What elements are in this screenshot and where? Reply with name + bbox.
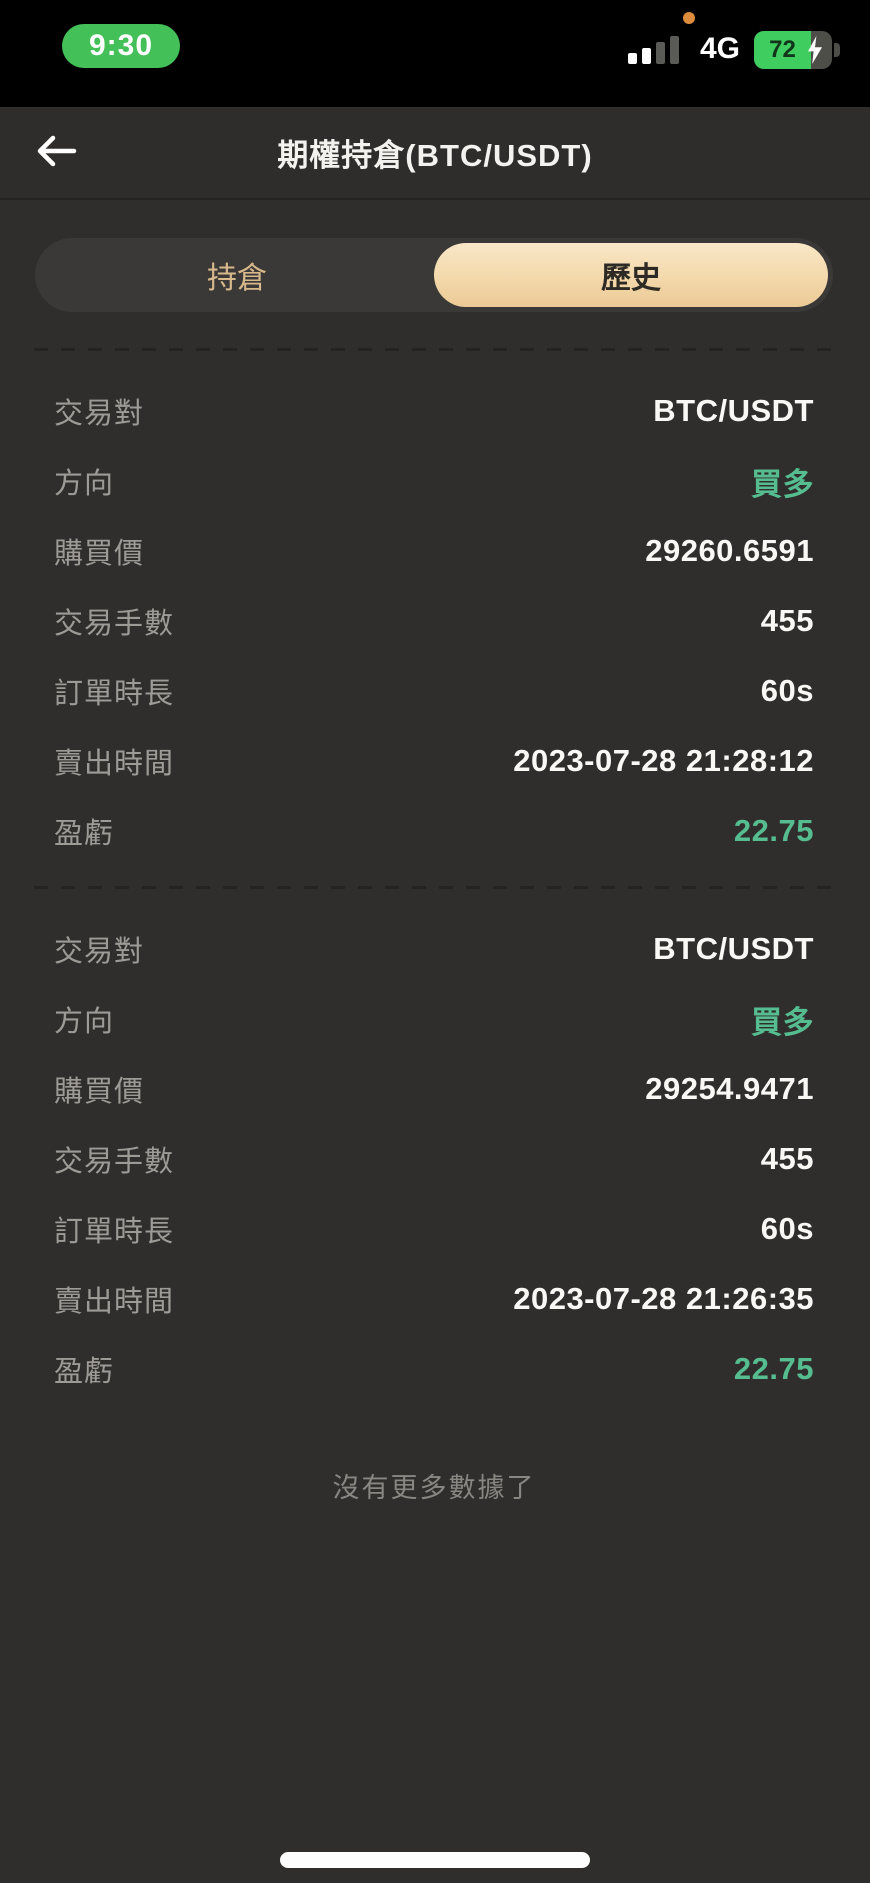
row-label: 交易手數 xyxy=(54,608,175,640)
tab-positions-label: 持倉 xyxy=(207,262,267,295)
record-row-lots: 交易手數 455 xyxy=(54,1124,814,1194)
row-label: 購買價 xyxy=(54,1076,145,1108)
mic-indicator-dot-icon xyxy=(683,12,695,24)
record-row-pair: 交易對 BTC/USDT xyxy=(54,914,814,984)
back-arrow-icon xyxy=(36,134,78,171)
row-label: 賣出時間 xyxy=(54,1286,175,1318)
back-button[interactable] xyxy=(22,107,92,198)
record-row-duration: 訂單時長 60s xyxy=(54,1194,814,1264)
header: 期權持倉(BTC/USDT) xyxy=(0,107,870,200)
tab-history-label: 歷史 xyxy=(601,262,661,295)
row-value: 買多 xyxy=(751,466,814,502)
record-row-pair: 交易對 BTC/USDT xyxy=(54,376,814,446)
row-value: 60s xyxy=(760,1211,814,1246)
row-value: 455 xyxy=(760,1141,814,1176)
history-record-2: 交易對 BTC/USDT 方向 買多 購買價 29254.9471 交易手數 4… xyxy=(34,886,834,1404)
signal-strength-icon xyxy=(628,34,692,64)
history-record-1: 交易對 BTC/USDT 方向 買多 購買價 29260.6591 交易手數 4… xyxy=(34,348,834,866)
row-label: 交易對 xyxy=(54,398,145,430)
record-row-sell-time: 賣出時間 2023-07-28 21:26:35 xyxy=(54,1264,814,1334)
record-row-buy-price: 購買價 29260.6591 xyxy=(54,516,814,586)
row-value: 455 xyxy=(760,603,814,638)
row-label: 賣出時間 xyxy=(54,748,175,780)
row-label: 方向 xyxy=(54,468,115,500)
no-more-data-text: 沒有更多數據了 xyxy=(332,1473,536,1503)
row-value: 2023-07-28 21:26:35 xyxy=(513,1281,814,1316)
tab-history[interactable]: 歷史 xyxy=(434,243,828,307)
row-value: 29254.9471 xyxy=(645,1071,814,1106)
battery-percent: 72 xyxy=(769,36,796,63)
battery-fill xyxy=(754,31,811,69)
record-row-lots: 交易手數 455 xyxy=(54,586,814,656)
row-value: 22.75 xyxy=(733,813,814,848)
row-label: 盈虧 xyxy=(54,1356,115,1388)
charging-bolt-icon xyxy=(806,36,824,69)
record-row-sell-time: 賣出時間 2023-07-28 21:28:12 xyxy=(54,726,814,796)
row-value: BTC/USDT xyxy=(653,931,814,966)
row-value: 29260.6591 xyxy=(645,533,814,568)
clock-time: 9:30 xyxy=(88,29,154,62)
record-row-pnl: 盈虧 22.75 xyxy=(54,796,814,866)
record-row-pnl: 盈虧 22.75 xyxy=(54,1334,814,1404)
row-value: 60s xyxy=(760,673,814,708)
row-label: 方向 xyxy=(54,1006,115,1038)
tab-positions[interactable]: 持倉 xyxy=(40,243,434,307)
row-label: 訂單時長 xyxy=(54,1216,175,1248)
home-indicator[interactable] xyxy=(280,1852,590,1868)
row-value: 2023-07-28 21:28:12 xyxy=(513,743,814,778)
row-label: 交易對 xyxy=(54,936,145,968)
row-label: 購買價 xyxy=(54,538,145,570)
history-list: 交易對 BTC/USDT 方向 買多 購買價 29260.6591 交易手數 4… xyxy=(0,348,870,1505)
time-pill[interactable]: 9:30 xyxy=(62,24,180,68)
record-row-direction: 方向 買多 xyxy=(54,984,814,1054)
row-value: BTC/USDT xyxy=(653,393,814,428)
record-row-direction: 方向 買多 xyxy=(54,446,814,516)
row-label: 訂單時長 xyxy=(54,678,175,710)
battery-icon: 72 xyxy=(754,31,840,69)
row-value: 22.75 xyxy=(733,1351,814,1386)
row-label: 交易手數 xyxy=(54,1146,175,1178)
status-bar: 9:30 4G 72 xyxy=(0,0,870,107)
record-row-buy-price: 購買價 29254.9471 xyxy=(54,1054,814,1124)
network-type-label: 4G xyxy=(700,32,741,65)
battery-cap xyxy=(834,43,840,57)
record-row-duration: 訂單時長 60s xyxy=(54,656,814,726)
row-value: 買多 xyxy=(751,1004,814,1040)
row-label: 盈虧 xyxy=(54,818,115,850)
page-title: 期權持倉(BTC/USDT) xyxy=(277,138,593,173)
tab-toggle: 持倉 歷史 xyxy=(35,238,833,312)
